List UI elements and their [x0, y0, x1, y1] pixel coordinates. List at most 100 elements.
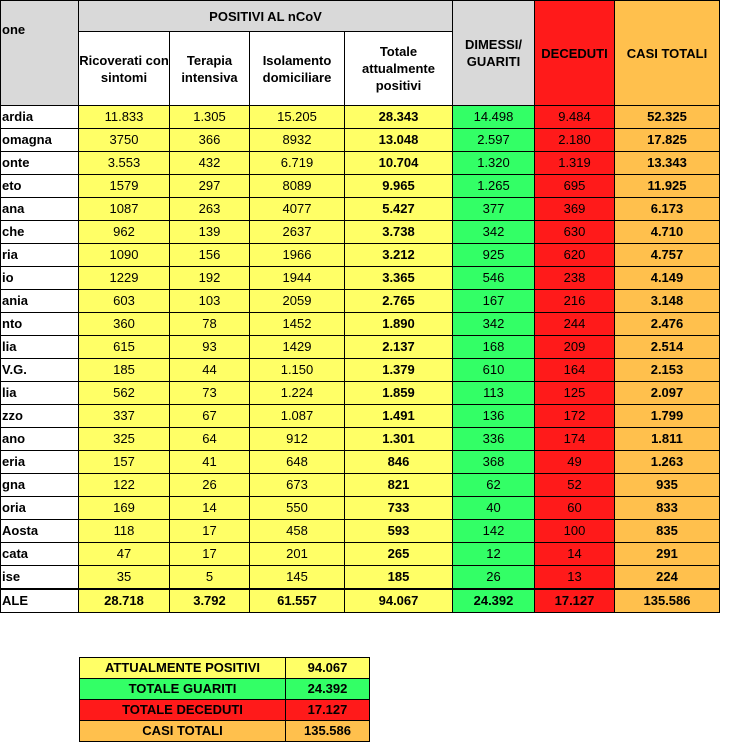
totale-positivi-cell: 1.859 — [345, 382, 453, 405]
summary-row: CASI TOTALI 135.586 — [80, 721, 370, 742]
totale-positivi-cell: 3.738 — [345, 221, 453, 244]
table-row: che 962 139 2637 3.738 342 630 4.710 — [1, 221, 720, 244]
totale-positivi-cell: 10.704 — [345, 152, 453, 175]
summary-value: 24.392 — [286, 679, 370, 700]
ricoverati-cell: 1579 — [79, 175, 170, 198]
isolamento-cell: 1.150 — [250, 359, 345, 382]
summary-label: TOTALE GUARITI — [80, 679, 286, 700]
ricoverati-cell: 157 — [79, 451, 170, 474]
table-row: ano 325 64 912 1.301 336 174 1.811 — [1, 428, 720, 451]
casi-totali-cell: 833 — [615, 497, 720, 520]
table-row: ania 603 103 2059 2.765 167 216 3.148 — [1, 290, 720, 313]
ricoverati-cell: 562 — [79, 382, 170, 405]
ricoverati-cell: 185 — [79, 359, 170, 382]
deceduti-cell: 100 — [535, 520, 615, 543]
dimessi-cell: 62 — [453, 474, 535, 497]
terapia-cell: 103 — [170, 290, 250, 313]
casi-totali-cell: 2.476 — [615, 313, 720, 336]
deceduti-cell: 620 — [535, 244, 615, 267]
table-row: omagna 3750 366 8932 13.048 2.597 2.180 17.825 — [1, 129, 720, 152]
summary-row: TOTALE GUARITI 24.392 — [80, 679, 370, 700]
region-cell: Aosta — [1, 520, 79, 543]
header-region: one — [1, 1, 79, 106]
table-row: gna 122 26 673 821 62 52 935 — [1, 474, 720, 497]
terapia-cell: 17 — [170, 520, 250, 543]
totale-positivi-cell: 2.137 — [345, 336, 453, 359]
terapia-cell: 1.305 — [170, 106, 250, 129]
deceduti-cell: 49 — [535, 451, 615, 474]
ricoverati-cell: 35 — [79, 566, 170, 590]
table-row: zzo 337 67 1.087 1.491 136 172 1.799 — [1, 405, 720, 428]
ricoverati-cell: 1087 — [79, 198, 170, 221]
header-totale-positivi: Totale attualmente positivi — [345, 32, 453, 106]
ricoverati-cell: 3750 — [79, 129, 170, 152]
deceduti-cell: 13 — [535, 566, 615, 590]
dimessi-cell: 342 — [453, 221, 535, 244]
deceduti-cell: 238 — [535, 267, 615, 290]
totale-positivi-cell: 3.365 — [345, 267, 453, 290]
ricoverati-cell: 360 — [79, 313, 170, 336]
casi-totali-cell: 1.263 — [615, 451, 720, 474]
isolamento-cell: 201 — [250, 543, 345, 566]
terapia-cell: 64 — [170, 428, 250, 451]
region-cell: V.G. — [1, 359, 79, 382]
casi-totali-cell: 2.514 — [615, 336, 720, 359]
table-row: ana 1087 263 4077 5.427 377 369 6.173 — [1, 198, 720, 221]
dimessi-cell: 610 — [453, 359, 535, 382]
deceduti-cell: 369 — [535, 198, 615, 221]
totale-positivi-cell: 28.343 — [345, 106, 453, 129]
casi-totali-cell: 4.149 — [615, 267, 720, 290]
totale-positivi-cell: 1.491 — [345, 405, 453, 428]
ricoverati-cell: 118 — [79, 520, 170, 543]
dimessi-cell: 113 — [453, 382, 535, 405]
table-row: io 1229 192 1944 3.365 546 238 4.149 — [1, 267, 720, 290]
table-row: lia 562 73 1.224 1.859 113 125 2.097 — [1, 382, 720, 405]
isolamento-cell: 8932 — [250, 129, 345, 152]
totale-positivi-cell: 1.379 — [345, 359, 453, 382]
isolamento-cell: 2059 — [250, 290, 345, 313]
table-row: lia 615 93 1429 2.137 168 209 2.514 — [1, 336, 720, 359]
terapia-cell: 78 — [170, 313, 250, 336]
ricoverati-cell: 603 — [79, 290, 170, 313]
totals-row: ALE 28.718 3.792 61.557 94.067 24.392 17.127 13… — [1, 589, 720, 613]
isolamento-cell: 458 — [250, 520, 345, 543]
region-cell: gna — [1, 474, 79, 497]
region-cell: eto — [1, 175, 79, 198]
dimessi-cell: 167 — [453, 290, 535, 313]
header-terapia: Terapia intensiva — [170, 32, 250, 106]
isolamento-cell: 61.557 — [250, 589, 345, 613]
casi-totali-cell: 17.825 — [615, 129, 720, 152]
table-row: cata 47 17 201 265 12 14 291 — [1, 543, 720, 566]
deceduti-cell: 125 — [535, 382, 615, 405]
isolamento-cell: 4077 — [250, 198, 345, 221]
dimessi-cell: 136 — [453, 405, 535, 428]
deceduti-cell: 164 — [535, 359, 615, 382]
table-row: nto 360 78 1452 1.890 342 244 2.476 — [1, 313, 720, 336]
dimessi-cell: 24.392 — [453, 589, 535, 613]
region-cell: che — [1, 221, 79, 244]
ricoverati-cell: 28.718 — [79, 589, 170, 613]
summary-label: CASI TOTALI — [80, 721, 286, 742]
casi-totali-cell: 935 — [615, 474, 720, 497]
region-cell: onte — [1, 152, 79, 175]
totale-positivi-cell: 94.067 — [345, 589, 453, 613]
table-row: oria 169 14 550 733 40 60 833 — [1, 497, 720, 520]
isolamento-cell: 15.205 — [250, 106, 345, 129]
isolamento-cell: 2637 — [250, 221, 345, 244]
casi-totali-cell: 1.799 — [615, 405, 720, 428]
isolamento-cell: 648 — [250, 451, 345, 474]
casi-totali-cell: 11.925 — [615, 175, 720, 198]
terapia-cell: 14 — [170, 497, 250, 520]
deceduti-cell: 14 — [535, 543, 615, 566]
region-cell: ania — [1, 290, 79, 313]
totale-positivi-cell: 9.965 — [345, 175, 453, 198]
summary-row: ATTUALMENTE POSITIVI 94.067 — [80, 658, 370, 679]
header-positivi-group: POSITIVI AL nCoV — [79, 1, 453, 32]
casi-totali-cell: 135.586 — [615, 589, 720, 613]
table-row: V.G. 185 44 1.150 1.379 610 164 2.153 — [1, 359, 720, 382]
terapia-cell: 5 — [170, 566, 250, 590]
terapia-cell: 432 — [170, 152, 250, 175]
totale-positivi-cell: 2.765 — [345, 290, 453, 313]
casi-totali-cell: 1.811 — [615, 428, 720, 451]
terapia-cell: 67 — [170, 405, 250, 428]
